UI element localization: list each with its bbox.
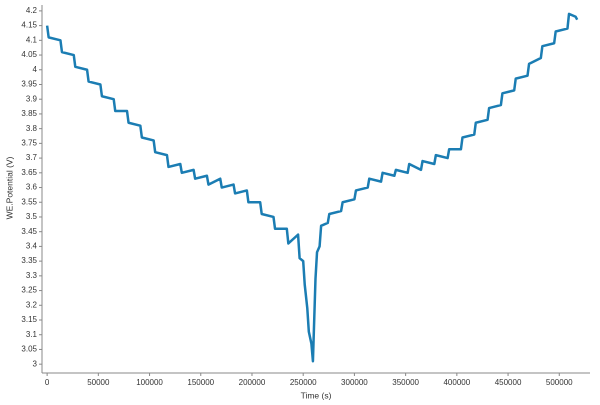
y-tick-label: 3.8 [26, 124, 38, 133]
y-tick-label: 4 [33, 65, 38, 74]
y-tick-label: 3.5 [26, 212, 38, 221]
y-tick-label: 3.4 [26, 242, 38, 251]
y-tick-label: 4.05 [21, 50, 37, 59]
y-tick-label: 3.85 [21, 109, 37, 118]
y-tick-label: 3 [33, 359, 38, 368]
y-tick-label: 3.1 [26, 330, 38, 339]
x-tick-label: 350000 [392, 378, 419, 387]
y-tick-label: 4.1 [26, 35, 38, 44]
x-tick-label: 200000 [239, 378, 266, 387]
x-tick-label: 500000 [546, 378, 573, 387]
data-line [45, 12, 579, 363]
y-tick-label: 4.2 [26, 6, 38, 15]
x-axis-title: Time (s) [301, 390, 332, 400]
y-tick-label: 3.05 [21, 345, 37, 354]
y-tick-label: 3.7 [26, 153, 38, 162]
x-tick-label: 100000 [136, 378, 163, 387]
y-tick-label: 3.2 [26, 300, 38, 309]
x-tick-label: 300000 [341, 378, 368, 387]
x-tick-label: 250000 [290, 378, 317, 387]
y-tick-label: 3.45 [21, 227, 37, 236]
y-tick-label: 3.25 [21, 286, 37, 295]
x-tick-label: 50000 [87, 378, 110, 387]
y-tick-label: 3.15 [21, 315, 37, 324]
y-tick-label: 3.3 [26, 271, 38, 280]
y-tick-label: 3.55 [21, 197, 37, 206]
x-tick-label: 400000 [443, 378, 470, 387]
y-tick-label: 3.65 [21, 168, 37, 177]
x-tick-label: 0 [45, 378, 50, 387]
y-tick-label: 3.75 [21, 138, 37, 147]
x-tick-label: 450000 [495, 378, 522, 387]
y-tick-label: 3.6 [26, 183, 38, 192]
y-axis-title: WE.Potential (V) [4, 156, 14, 219]
y-tick-label: 3.9 [26, 94, 38, 103]
x-tick-label: 150000 [187, 378, 214, 387]
y-tick-label: 3.95 [21, 80, 37, 89]
y-tick-label: 4.15 [21, 21, 37, 30]
y-tick-label: 3.35 [21, 256, 37, 265]
